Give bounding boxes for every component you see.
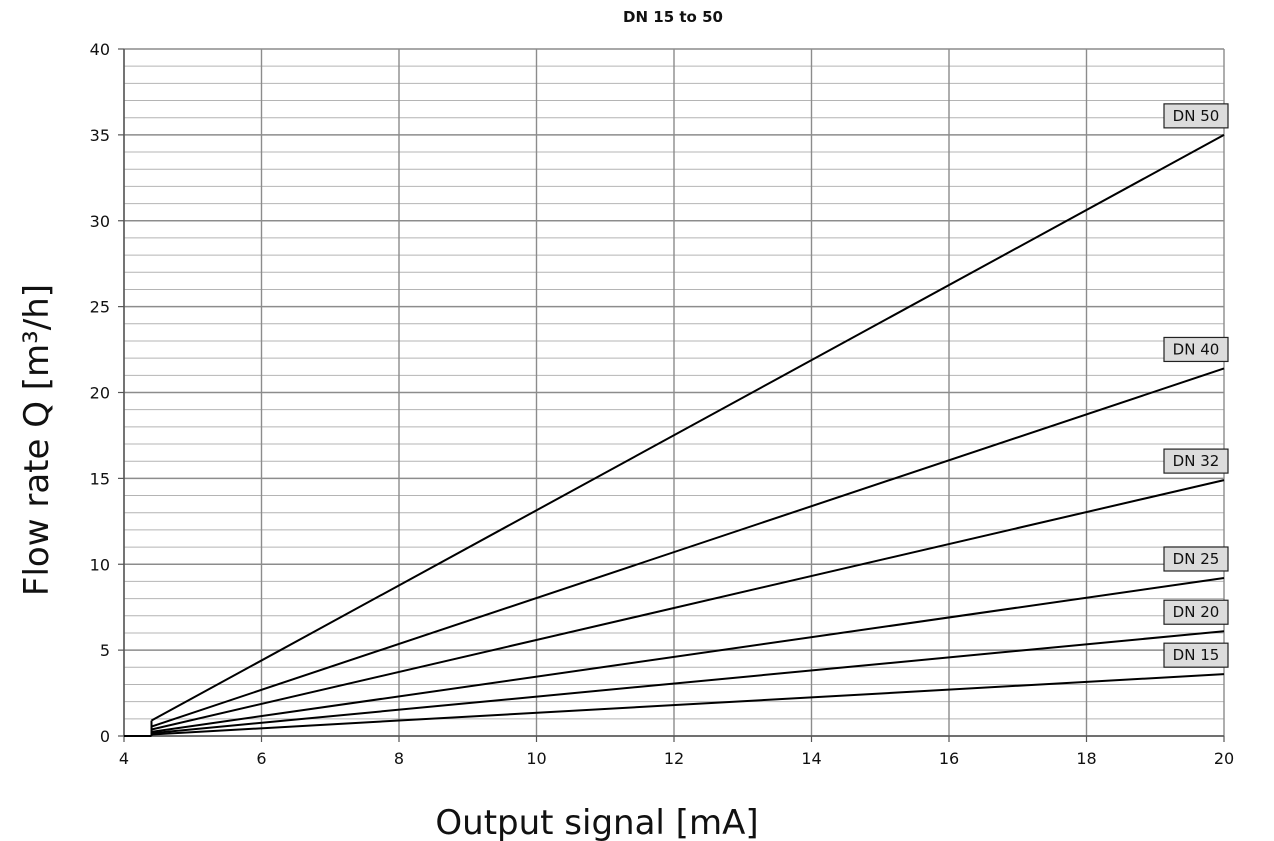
series-labels: DN 50 DN 40 DN 32 DN 25 DN 20 DN 15 bbox=[1163, 103, 1229, 668]
series-label-box bbox=[1163, 546, 1229, 572]
series-lines bbox=[124, 133, 1225, 737]
x-tick-label: 4 bbox=[119, 749, 129, 768]
series-label-box bbox=[1163, 336, 1229, 363]
x-tick-label: 18 bbox=[1076, 749, 1096, 768]
series-label-text: DN 20 bbox=[1173, 603, 1220, 621]
series-line-dn-50 bbox=[151, 133, 1225, 722]
y-tick-label: 0 bbox=[100, 727, 110, 746]
series-line-dn-25 bbox=[151, 577, 1225, 733]
y-tick-label: 15 bbox=[90, 469, 110, 488]
series-label-text: DN 15 bbox=[1173, 646, 1220, 664]
y-tick-label: 20 bbox=[90, 384, 110, 403]
series-label-box bbox=[1163, 642, 1229, 668]
x-tick-label: 14 bbox=[801, 749, 821, 768]
y-tick-label: 40 bbox=[90, 40, 110, 59]
series-label-dn-20: DN 20 bbox=[1163, 599, 1229, 625]
x-tick-label: 6 bbox=[256, 749, 266, 768]
y-tick-label: 25 bbox=[90, 298, 110, 317]
x-tick-label: 12 bbox=[664, 749, 684, 768]
y-tick-label: 35 bbox=[90, 126, 110, 145]
x-tick-label: 10 bbox=[526, 749, 546, 768]
series-line-dn-20 bbox=[151, 630, 1225, 735]
series-label-dn-25: DN 25 bbox=[1163, 546, 1229, 572]
x-tick-label: 16 bbox=[939, 749, 959, 768]
series-label-dn-32: DN 32 bbox=[1163, 448, 1229, 474]
x-tick-label: 20 bbox=[1214, 749, 1234, 768]
y-tick-label: 30 bbox=[90, 212, 110, 231]
y-tick-label: 5 bbox=[100, 641, 110, 660]
series-label-dn-15: DN 15 bbox=[1163, 642, 1229, 668]
series-label-dn-40: DN 40 bbox=[1163, 336, 1229, 363]
series-label-text: DN 50 bbox=[1173, 107, 1220, 125]
series-label-box bbox=[1163, 103, 1229, 129]
series-label-text: DN 25 bbox=[1173, 550, 1220, 568]
x-tick-labels: 4 6 8 10 12 14 16 18 20 bbox=[119, 736, 1234, 768]
series-line-dn-15 bbox=[151, 673, 1225, 736]
y-tick-labels: 0 5 10 15 20 25 30 35 40 bbox=[90, 40, 124, 746]
series-label-dn-50: DN 50 bbox=[1163, 103, 1229, 129]
series-label-text: DN 32 bbox=[1173, 452, 1220, 470]
y-axis-label: Flow rate Q [m³/h] bbox=[17, 284, 57, 596]
series-label-box bbox=[1163, 599, 1229, 625]
x-tick-label: 8 bbox=[394, 749, 404, 768]
series-line-dn-32 bbox=[151, 479, 1225, 731]
x-axis-label: Output signal [mA] bbox=[435, 803, 758, 841]
series-label-text: DN 40 bbox=[1173, 340, 1220, 358]
chart-title: DN 15 to 50 bbox=[623, 8, 723, 26]
series-line-dn-40 bbox=[151, 367, 1225, 728]
y-tick-label: 10 bbox=[90, 555, 110, 574]
series-label-box bbox=[1163, 448, 1229, 474]
